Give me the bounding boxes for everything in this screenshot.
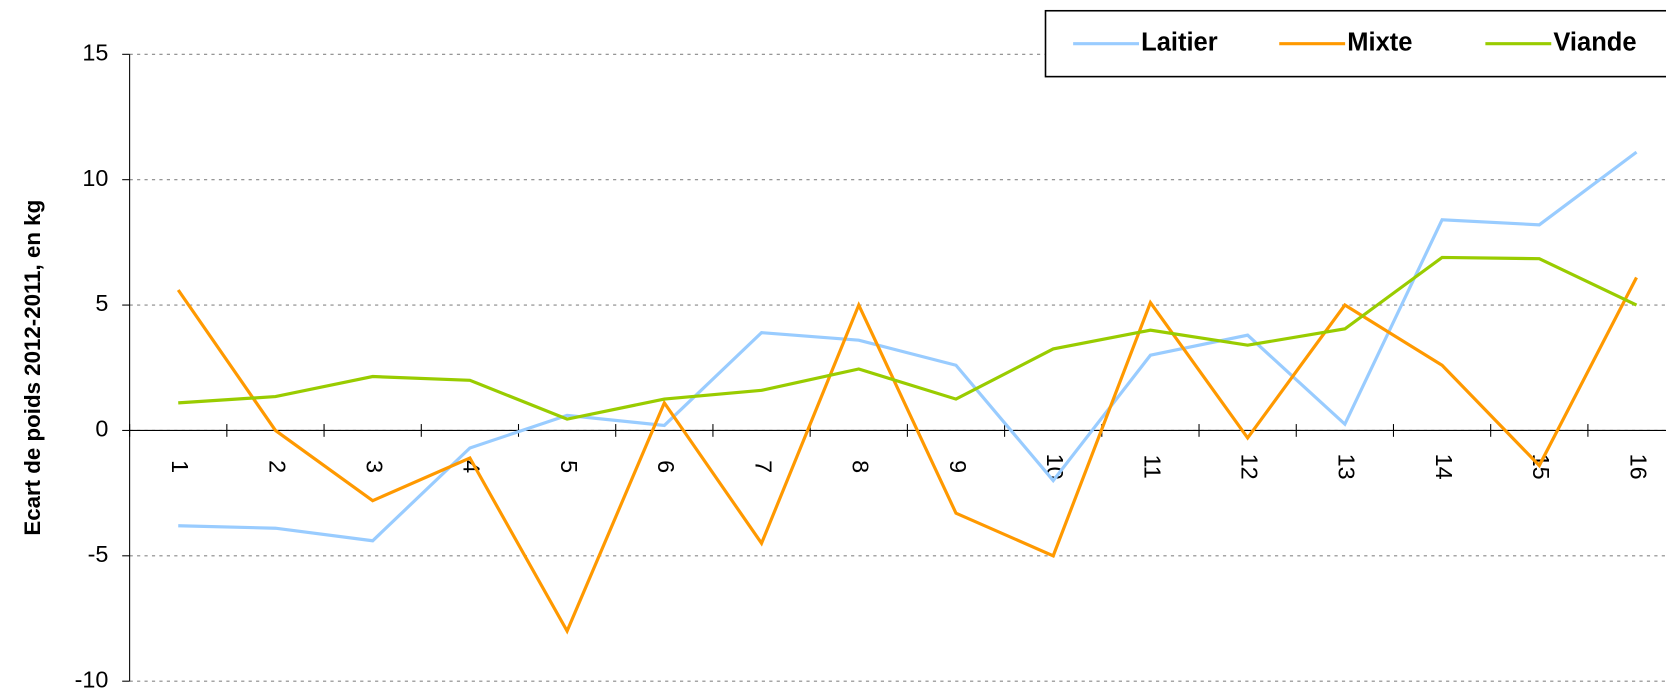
- y-axis-title: Ecart de poids 2012-2011, en kg: [20, 200, 45, 536]
- legend-label: Viande: [1553, 28, 1636, 56]
- y-tick-label: 15: [82, 39, 108, 65]
- x-tick-label: 14: [1431, 454, 1457, 480]
- y-tick-label: 5: [95, 290, 108, 316]
- x-tick-label: 7: [750, 460, 776, 473]
- x-tick-label: 1: [167, 460, 193, 473]
- x-tick-label: 2: [264, 460, 290, 473]
- legend-label: Mixte: [1347, 28, 1412, 56]
- x-tick-label: 9: [945, 460, 971, 473]
- x-tick-label: 6: [653, 460, 679, 473]
- y-tick-label: -10: [75, 666, 109, 692]
- x-tick-label: 11: [1139, 454, 1165, 478]
- legend-box: [1044, 9, 1666, 78]
- legend-label: Laitier: [1141, 28, 1218, 56]
- x-tick-label: 8: [848, 460, 874, 473]
- y-tick-label: 0: [95, 416, 108, 442]
- series-line: [178, 255, 1638, 421]
- x-tick-label: 3: [362, 460, 388, 473]
- y-tick-label: 10: [82, 165, 108, 191]
- x-tick-label: 5: [556, 460, 582, 473]
- x-tick-label: 13: [1334, 454, 1360, 480]
- series-line: [176, 276, 1638, 635]
- x-tick-label: 12: [1236, 454, 1262, 480]
- y-tick-label: -5: [88, 541, 109, 567]
- x-tick-label: 16: [1625, 454, 1651, 480]
- series-line: [178, 150, 1638, 543]
